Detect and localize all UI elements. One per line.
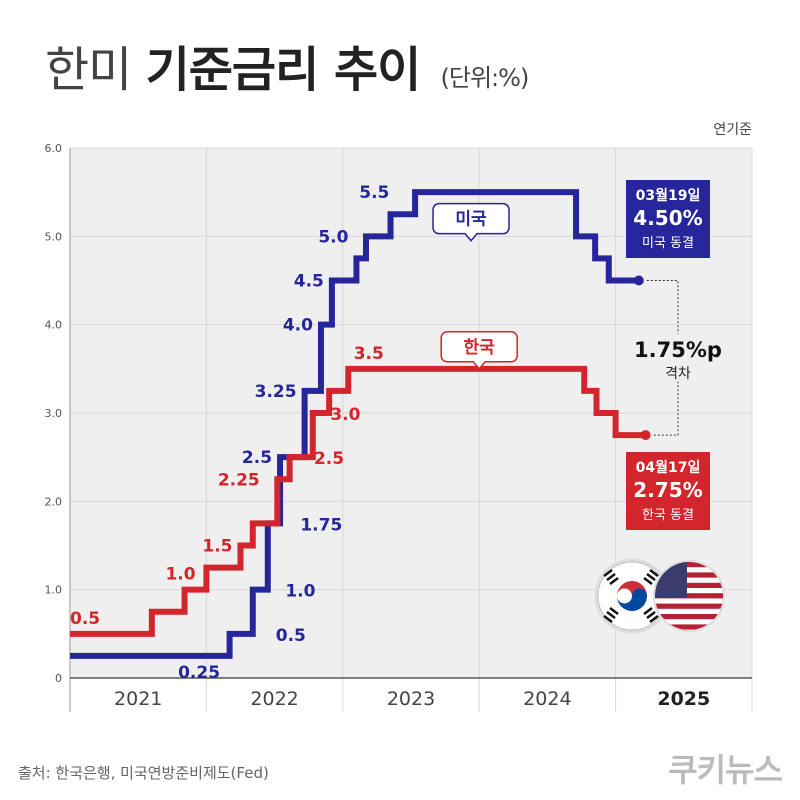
data-label: 4.0 (283, 316, 313, 336)
data-label: 2.5 (314, 449, 344, 469)
series-endpoint-kr (640, 430, 651, 441)
usa-flag-icon (653, 560, 725, 632)
data-label: 3.0 (330, 405, 360, 425)
gap-value: 1.75%p (634, 338, 722, 362)
callout-note: 한국 동결 (642, 508, 694, 523)
y-tick-label: 1.0 (45, 584, 63, 597)
data-label: 4.5 (294, 272, 324, 292)
year-label: 2021 (114, 688, 162, 710)
y-tick-label: 0 (55, 672, 62, 685)
series-line-us (70, 189, 639, 659)
callout-note: 미국 동결 (642, 236, 694, 251)
data-label: 3.25 (255, 382, 297, 402)
callout-date: 04월17일 (636, 459, 701, 476)
title-part1: 한미 (45, 42, 132, 98)
axes: 0 1.0 2.0 3.0 4.0 5.0 6.0 2021 2022 2023 2024 2025 연… (45, 122, 752, 712)
y-tick-label: 5.0 (45, 230, 63, 243)
callout-box (626, 452, 710, 530)
callout-box (626, 180, 710, 258)
callout-date: 03월19일 (636, 187, 701, 204)
data-label: 5.0 (318, 227, 348, 247)
series-name-tag-kr: 한국 (440, 331, 518, 370)
page-title: 한미 기준금리 추이 (단위:%) (45, 30, 530, 100)
y-tick-label: 3.0 (45, 407, 63, 420)
series-line-kr (70, 365, 646, 637)
data-label: 1.0 (165, 565, 195, 585)
data-label: 2.5 (242, 448, 272, 468)
y-tick-label: 6.0 (45, 142, 63, 155)
data-label: 0.5 (70, 609, 100, 629)
unit-note: 연기준 (713, 122, 752, 138)
name-tag-box (440, 331, 518, 370)
flags (594, 558, 725, 634)
callout-value: 4.50% (633, 206, 702, 230)
year-label: 2024 (523, 688, 571, 710)
y-tick-label: 4.0 (45, 319, 63, 332)
data-label: 1.75 (300, 515, 342, 535)
series-name-tag-us: 미국 (432, 202, 510, 242)
data-label: 0.25 (178, 663, 220, 683)
brand-logo: 쿠키뉴스 (668, 751, 783, 789)
name-tag-box (432, 202, 510, 242)
data-label: 3.5 (354, 344, 384, 364)
data-label: 1.5 (202, 537, 232, 557)
year-label: 2025 (657, 688, 710, 710)
callout-value: 2.75% (633, 478, 702, 502)
name-tag-text: 한국 (464, 338, 496, 358)
year-label: 2022 (250, 688, 298, 710)
y-tick-label: 2.0 (45, 495, 63, 508)
data-label: 1.0 (285, 582, 315, 602)
series-endpoint-us (633, 275, 644, 286)
callout-kr: 04월17일 2.75% 한국 동결 (626, 452, 710, 530)
title-unit: (단위:%) (440, 64, 530, 92)
gap-label: 격차 (665, 366, 691, 382)
source-note: 출처: 한국은행, 미국연방준비제도(Fed) (18, 764, 269, 782)
gap-label-bg (638, 333, 720, 382)
data-label: 0.5 (276, 626, 306, 646)
data-label: 2.25 (218, 470, 260, 490)
title-part2: 기준금리 추이 (145, 42, 422, 98)
data-label: 5.5 (359, 183, 389, 203)
name-tag-text: 미국 (455, 210, 487, 230)
callout-us: 03월19일 4.50% 미국 동결 (626, 180, 710, 258)
data-labels: 0.25 0.5 1.0 1.75 2.5 3.25 4.0 4.5 5.0 5.5 0.5 1.0 1… (70, 183, 389, 683)
series (70, 189, 651, 659)
year-label: 2023 (387, 688, 435, 710)
